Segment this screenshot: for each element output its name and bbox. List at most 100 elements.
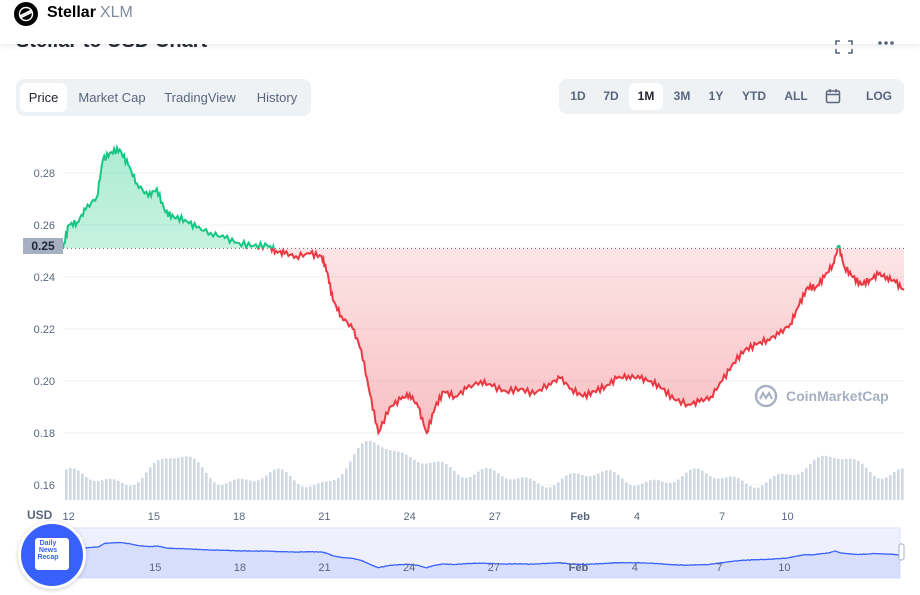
- volume-bar: [545, 487, 548, 500]
- volume-bar: [725, 477, 728, 500]
- range-1y[interactable]: 1Y: [708, 89, 724, 103]
- volume-bar: [381, 447, 384, 500]
- volume-bar: [81, 473, 84, 500]
- range-ytd[interactable]: YTD: [742, 89, 766, 103]
- volume-bar: [473, 474, 476, 500]
- news-badge-line: Recap: [37, 554, 59, 561]
- navigator-tick-label: 24: [403, 562, 415, 574]
- volume-bar: [285, 472, 288, 500]
- volume-bar: [721, 478, 724, 500]
- volume-bar: [585, 476, 588, 500]
- volume-bar: [305, 487, 308, 500]
- volume-bar: [761, 485, 764, 500]
- volume-bar: [625, 482, 628, 500]
- volume-bar: [453, 471, 456, 500]
- volume-bar: [869, 471, 872, 500]
- volume-bar: [885, 477, 888, 500]
- y-axis-label: USD: [27, 508, 53, 522]
- volume-bar: [105, 479, 108, 500]
- volume-bar: [889, 474, 892, 500]
- x-tick-label: 12: [63, 511, 75, 523]
- volume-bar: [201, 467, 204, 500]
- volume-bar: [237, 478, 240, 500]
- news-icon: Daily News Recap: [35, 538, 69, 570]
- volume-bar: [681, 476, 684, 500]
- volume-bar: [661, 481, 664, 500]
- volume-bar: [249, 480, 252, 500]
- volume-bar: [753, 487, 756, 500]
- volume-bar: [701, 470, 704, 500]
- tab-price[interactable]: Price: [20, 83, 67, 112]
- volume-bar: [537, 483, 540, 500]
- expand-icon[interactable]: [835, 40, 853, 54]
- more-icon[interactable]: [876, 38, 896, 50]
- volume-bar: [401, 452, 404, 500]
- volume-bar: [525, 477, 528, 500]
- volume-bar: [489, 468, 492, 500]
- price-area-up: [63, 147, 840, 249]
- x-tick-label: 21: [318, 511, 330, 523]
- volume-bar: [673, 481, 676, 500]
- volume-bar: [881, 478, 884, 500]
- tab-market-cap[interactable]: Market Cap: [78, 90, 146, 105]
- daily-news-recap-badge[interactable]: Daily News Recap: [18, 521, 86, 589]
- volume-bar: [693, 468, 696, 500]
- volume-bars: [65, 440, 904, 500]
- navigator-tick-label: 10: [778, 562, 790, 574]
- volume-bar: [529, 478, 532, 500]
- volume-bar: [413, 459, 416, 500]
- volume-bar: [205, 472, 208, 500]
- range-7d[interactable]: 7D: [603, 89, 619, 103]
- volume-bar: [865, 467, 868, 500]
- volume-bar: [297, 484, 300, 500]
- tab-tradingview[interactable]: TradingView: [164, 90, 236, 105]
- volume-bar: [433, 462, 436, 500]
- volume-bar: [377, 444, 380, 500]
- x-tick-label: 24: [404, 511, 416, 523]
- volume-bar: [233, 479, 236, 500]
- volume-bar: [321, 482, 324, 500]
- volume-bar: [893, 471, 896, 500]
- volume-bar: [733, 476, 736, 500]
- volume-bar: [301, 486, 304, 500]
- volume-bar: [553, 485, 556, 500]
- volume-bar: [345, 468, 348, 500]
- navigator-tick-label: Feb: [569, 562, 589, 574]
- volume-bar: [557, 482, 560, 500]
- y-tick-label: 0.20: [34, 376, 55, 388]
- volume-bar: [281, 469, 284, 500]
- y-tick-label: 0.26: [34, 220, 55, 232]
- volume-bar: [561, 478, 564, 500]
- volume-bar: [605, 470, 608, 500]
- calendar-icon[interactable]: [825, 88, 841, 104]
- range-3m[interactable]: 3M: [673, 89, 691, 103]
- tab-history[interactable]: History: [256, 90, 298, 105]
- volume-bar: [197, 462, 200, 500]
- range-all[interactable]: ALL: [784, 89, 808, 103]
- volume-bar: [445, 463, 448, 500]
- navigator-handle[interactable]: [898, 543, 905, 561]
- range-1m[interactable]: 1M: [629, 83, 663, 110]
- volume-bar: [385, 449, 388, 500]
- volume-bar: [69, 468, 72, 500]
- top-bar: Stellar XLM: [0, 0, 920, 44]
- volume-bar: [73, 468, 76, 500]
- navigator-selection[interactable]: [64, 527, 901, 579]
- volume-bar: [665, 482, 668, 500]
- range-1d[interactable]: 1D: [570, 89, 586, 103]
- x-tick-label: 18: [233, 511, 245, 523]
- volume-bar: [677, 479, 680, 500]
- volume-bar: [569, 473, 572, 500]
- volume-bar: [89, 479, 92, 500]
- volume-bar: [165, 458, 168, 500]
- navigator-line: [64, 541, 901, 569]
- log-toggle[interactable]: LOG: [866, 89, 892, 103]
- volume-bar: [149, 467, 152, 500]
- volume-bar: [845, 459, 848, 500]
- volume-bar: [141, 477, 144, 500]
- volume-bar: [465, 478, 468, 500]
- volume-bar: [637, 485, 640, 500]
- volume-bar: [361, 443, 364, 500]
